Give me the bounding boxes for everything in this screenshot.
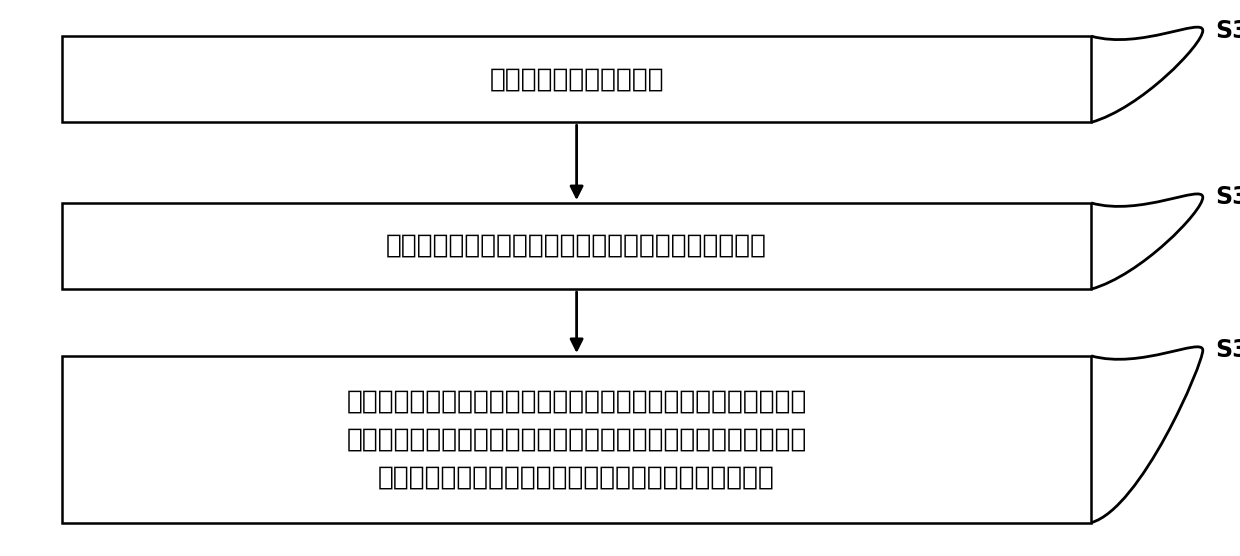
Text: S302: S302 — [1215, 185, 1240, 210]
Text: S303: S303 — [1215, 338, 1240, 363]
Text: S301: S301 — [1215, 18, 1240, 43]
Text: 获取所述车辆的自身重量: 获取所述车辆的自身重量 — [490, 66, 663, 92]
Text: 根据所述车辆的自身重量和所述牵引力计算得到所述车辆与所述预
设铺地材料之间的动摩擦系数，并将所述动摩擦系数和所述车辆的
自身重量与所述车辆的车型信息关联存储于所: 根据所述车辆的自身重量和所述牵引力计算得到所述车辆与所述预 设铺地材料之间的动摩… — [346, 388, 807, 490]
FancyBboxPatch shape — [62, 203, 1091, 289]
Text: 获取牵引所述车辆匀速驶过所述预设铺地材料的牵引力: 获取牵引所述车辆匀速驶过所述预设铺地材料的牵引力 — [386, 233, 768, 259]
FancyBboxPatch shape — [62, 36, 1091, 122]
FancyBboxPatch shape — [62, 356, 1091, 523]
